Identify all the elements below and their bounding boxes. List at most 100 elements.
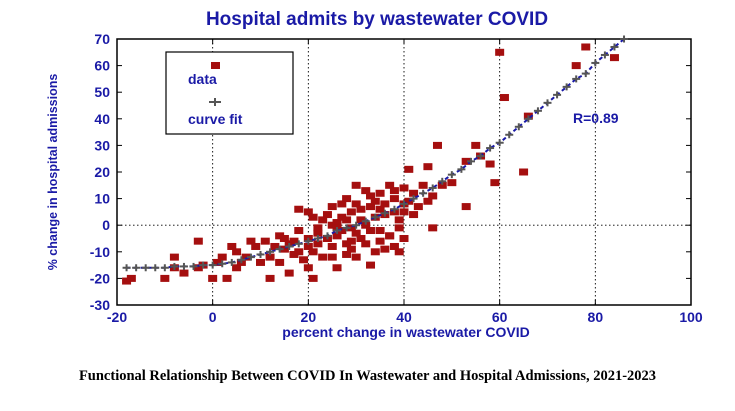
curve-fit-marker: [400, 200, 408, 208]
curve-fit-marker: [581, 70, 590, 78]
data-point: [303, 242, 313, 250]
data-point: [394, 248, 404, 256]
y-tick-label: -20: [90, 270, 110, 286]
data-point: [346, 245, 356, 253]
data-point: [232, 264, 242, 272]
data-point: [375, 189, 385, 197]
data-point: [270, 242, 280, 250]
curve-fit-marker: [352, 221, 361, 229]
data-point: [399, 184, 409, 192]
data-point: [303, 264, 313, 272]
curve-fit-marker: [514, 123, 523, 131]
data-point: [346, 224, 356, 232]
data-point: [351, 200, 361, 208]
data-point: [495, 48, 505, 56]
data-point: [409, 189, 419, 197]
figure-caption: Functional Relationship Between COVID In…: [78, 368, 657, 384]
data-point: [370, 197, 380, 205]
data-point: [313, 240, 323, 248]
data-point: [356, 216, 366, 224]
curve-fit-marker: [553, 91, 562, 99]
data-point: [327, 203, 337, 211]
data-point: [289, 237, 299, 245]
x-tick-label: -20: [107, 309, 127, 325]
data-point: [366, 227, 376, 235]
data-point: [380, 200, 390, 208]
data-point: [356, 235, 366, 242]
curve-fit-marker: [275, 245, 284, 253]
data-point: [122, 277, 132, 285]
data-point: [342, 250, 352, 258]
x-tick-label: 60: [492, 309, 508, 325]
curve-fit-marker: [285, 242, 294, 250]
data-point: [265, 253, 275, 261]
legend: data curve fit: [165, 51, 294, 135]
curve-fit-marker: [600, 51, 609, 59]
data-point: [385, 232, 395, 240]
data-point: [193, 237, 203, 245]
data-point: [275, 258, 285, 266]
curve-fit-marker: [170, 262, 179, 270]
y-tick-label: 40: [94, 111, 110, 127]
data-point: [432, 141, 442, 149]
curve-fit-marker: [323, 232, 332, 240]
data-point: [366, 261, 376, 269]
curve-fit-marker: [218, 260, 227, 268]
curve-fit-line: [126, 38, 625, 269]
x-axis-label: percent change in wastewater COVID: [282, 324, 529, 340]
curve-fit-marker: [304, 237, 313, 245]
data-point: [337, 213, 347, 221]
data-point: [581, 43, 591, 51]
y-tick-label: 70: [94, 31, 110, 47]
curve-fit-marker: [189, 262, 198, 270]
y-tick-label: 50: [94, 84, 110, 100]
data-point: [361, 187, 371, 195]
curve-fit-marker: [179, 262, 188, 270]
data-point: [389, 187, 399, 195]
curve-fit-marker: [419, 189, 428, 197]
data-point: [461, 203, 471, 211]
y-tick-label: 10: [94, 191, 110, 207]
data-point: [299, 256, 309, 264]
data-point: [342, 195, 352, 203]
data-point: [490, 179, 500, 187]
data-point: [404, 197, 414, 205]
curve-fit-marker: [160, 264, 169, 272]
data-point: [193, 264, 203, 272]
y-tick-label: 0: [102, 217, 110, 233]
y-tick-label: 60: [94, 58, 110, 74]
data-point: [361, 221, 371, 229]
curve-fit-marker: [428, 184, 437, 192]
data-point: [356, 205, 366, 213]
data-point: [413, 203, 423, 211]
data-point: [289, 250, 299, 258]
data-point: [389, 242, 399, 250]
data-point: [519, 168, 529, 176]
data-point: [294, 248, 304, 256]
curve-fit-marker: [313, 235, 322, 242]
curve-fit-marker: [237, 256, 246, 264]
data-point: [437, 181, 447, 189]
data-point: [499, 94, 509, 102]
legend-data-marker: [211, 62, 220, 69]
data-point: [428, 224, 438, 232]
data-point: [279, 235, 289, 242]
curve-fit-marker: [256, 250, 265, 258]
data-point: [361, 240, 371, 248]
data-point: [256, 258, 265, 266]
data-point: [279, 245, 289, 253]
data-point: [423, 197, 433, 205]
data-point: [428, 192, 438, 200]
curve-fit-marker: [132, 264, 141, 272]
curve-fit-marker: [333, 227, 342, 235]
data-point: [375, 227, 385, 235]
data-point: [337, 200, 347, 208]
curve-fit-marker: [438, 177, 447, 185]
data-point: [217, 253, 227, 261]
curve-fit-marker: [266, 248, 275, 256]
curve-fit-marker: [543, 99, 552, 107]
curve-fit-marker: [466, 157, 475, 165]
data-point: [232, 248, 242, 256]
